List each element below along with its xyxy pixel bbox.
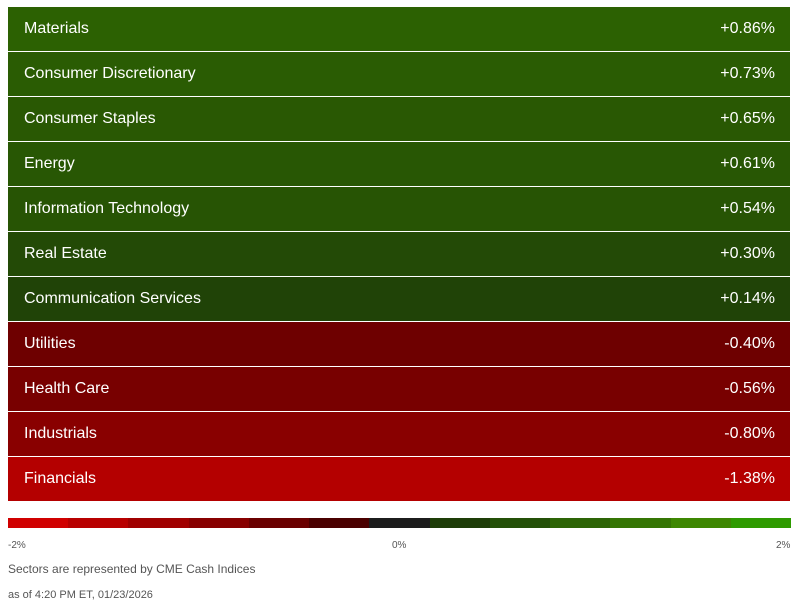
scale-segment xyxy=(610,518,671,528)
scale-segment xyxy=(248,518,310,528)
sector-change: -0.56% xyxy=(724,380,775,397)
scale-segment xyxy=(309,518,370,528)
sector-row[interactable]: Energy +0.61% xyxy=(8,142,790,187)
sector-change: -1.38% xyxy=(724,470,775,487)
sector-heatmap: Materials +0.86% Consumer Discretionary +0.… xyxy=(8,7,790,501)
sector-change: -0.80% xyxy=(724,425,775,442)
timestamp: as of 4:20 PM ET, 01/23/2026 xyxy=(8,589,153,601)
sector-name: Consumer Discretionary xyxy=(24,65,196,82)
sector-row[interactable]: Consumer Discretionary +0.73% xyxy=(8,52,790,97)
sector-row[interactable]: Industrials -0.80% xyxy=(8,412,790,457)
scale-segment xyxy=(489,518,551,528)
sector-row[interactable]: Financials -1.38% xyxy=(8,457,790,501)
scale-segment xyxy=(670,518,731,528)
sector-name: Consumer Staples xyxy=(24,110,156,127)
scale-segment xyxy=(188,518,249,528)
scale-segment xyxy=(550,518,611,528)
sector-row[interactable]: Materials +0.86% xyxy=(8,7,790,52)
sector-name: Energy xyxy=(24,155,75,172)
sector-name: Health Care xyxy=(24,380,110,397)
sector-row[interactable]: Real Estate +0.30% xyxy=(8,232,790,277)
sector-change: +0.86% xyxy=(720,20,775,37)
scale-min-label: -2% xyxy=(8,540,26,551)
sector-change: -0.40% xyxy=(724,335,775,352)
scale-mid-label: 0% xyxy=(392,540,407,551)
scale-max-label: 2% xyxy=(776,540,791,551)
sector-name: Communication Services xyxy=(24,290,201,307)
scale-segment xyxy=(429,518,490,528)
sector-change: +0.65% xyxy=(720,110,775,127)
sector-name: Utilities xyxy=(24,335,76,352)
sector-change: +0.30% xyxy=(720,245,775,262)
color-scale-bar xyxy=(8,518,792,528)
sector-name: Financials xyxy=(24,470,97,487)
sector-change: +0.14% xyxy=(720,290,775,307)
scale-segment xyxy=(128,518,189,528)
scale-segment xyxy=(8,518,69,528)
sector-row[interactable]: Consumer Staples +0.65% xyxy=(8,97,790,142)
sector-name: Real Estate xyxy=(24,245,107,262)
sector-row[interactable]: Information Technology +0.54% xyxy=(8,187,790,232)
sector-change: +0.73% xyxy=(720,65,775,82)
sector-change: +0.61% xyxy=(720,155,775,172)
source-note: Sectors are represented by CME Cash Indi… xyxy=(8,562,256,576)
sector-row[interactable]: Utilities -0.40% xyxy=(8,322,790,367)
scale-segment xyxy=(68,518,129,528)
sector-name: Industrials xyxy=(24,425,97,442)
sector-row[interactable]: Communication Services +0.14% xyxy=(8,277,790,322)
sector-name: Information Technology xyxy=(24,200,190,217)
sector-change: +0.54% xyxy=(720,200,775,217)
scale-segment xyxy=(369,518,430,528)
sector-row[interactable]: Health Care -0.56% xyxy=(8,367,790,412)
scale-segment xyxy=(730,518,792,528)
sector-name: Materials xyxy=(24,20,89,37)
